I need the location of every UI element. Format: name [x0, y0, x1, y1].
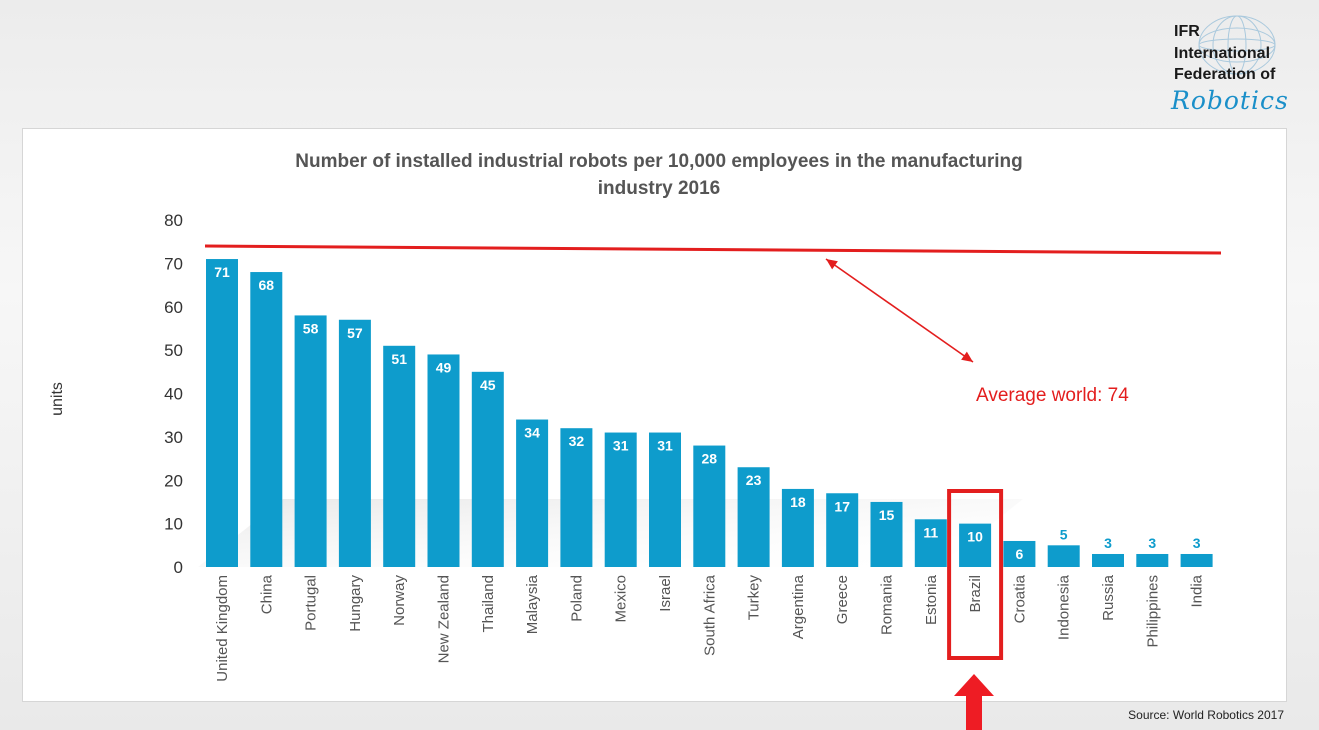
bar — [959, 523, 992, 567]
x-tick-label: Russia — [1100, 574, 1117, 621]
bar-value-label: 68 — [259, 277, 275, 293]
bar-value-label: 3 — [1193, 535, 1201, 551]
bar-value-label: 57 — [347, 325, 363, 341]
x-tick-label: Philippines — [1144, 575, 1161, 648]
logo-line-robotics: Robotics — [1171, 86, 1289, 115]
bar — [693, 445, 726, 567]
up-arrow-icon — [954, 674, 994, 730]
bar — [560, 428, 593, 567]
bar — [427, 354, 460, 567]
bar-value-label: 6 — [1016, 546, 1024, 562]
x-tick-label: Croatia — [1011, 574, 1028, 623]
chart-title-line2: industry 2016 — [598, 178, 721, 199]
bar-value-label: 3 — [1104, 535, 1112, 551]
x-tick-label: United Kingdom — [214, 575, 231, 682]
logo-line-international: International — [1174, 45, 1271, 62]
bar-value-label: 3 — [1148, 535, 1156, 551]
x-tick-label: Portugal — [303, 575, 320, 631]
bar-value-label: 15 — [879, 507, 895, 523]
chart-panel: Number of installed industrial robots pe… — [22, 128, 1287, 702]
bar — [1003, 540, 1036, 567]
bar — [250, 272, 283, 567]
y-tick-label: 10 — [164, 515, 183, 534]
bar-value-label: 31 — [613, 438, 629, 454]
bar-value-label: 17 — [834, 498, 850, 514]
y-tick-label: 80 — [164, 211, 183, 230]
logo-line-federation: Federation of — [1174, 66, 1276, 83]
bar — [914, 519, 947, 567]
x-tick-label: Estonia — [923, 574, 940, 625]
bar-value-label: 18 — [790, 494, 806, 510]
average-arrow — [825, 258, 974, 363]
bar — [338, 319, 371, 567]
bar — [737, 467, 770, 567]
x-tick-label: Poland — [568, 575, 585, 622]
bar-value-label: 31 — [657, 438, 673, 454]
bar-value-label: 32 — [569, 433, 585, 449]
bar — [781, 488, 814, 567]
x-tick-label: Turkey — [746, 575, 763, 621]
y-tick-label: 30 — [164, 428, 183, 447]
bar — [471, 371, 504, 567]
bar — [294, 315, 327, 567]
x-tick-label: Norway — [391, 575, 408, 626]
bar-value-label: 28 — [702, 451, 718, 467]
bar-value-label: 71 — [214, 264, 230, 280]
x-tick-label: Hungary — [347, 575, 364, 632]
x-tick-label: India — [1189, 574, 1206, 607]
bar — [383, 345, 416, 567]
x-tick-label: Romania — [879, 574, 896, 635]
y-tick-label: 50 — [164, 341, 183, 360]
x-tick-label: Mexico — [613, 575, 630, 623]
x-tick-label: Greece — [834, 575, 851, 624]
highlight-box — [947, 489, 1004, 660]
bar — [1047, 545, 1080, 567]
x-tick-label: Brazil — [967, 575, 984, 613]
chart-title-line1: Number of installed industrial robots pe… — [295, 151, 1022, 172]
bar-value-label: 34 — [524, 425, 540, 441]
y-axis-label: units — [49, 382, 66, 416]
bar-value-label: 45 — [480, 377, 496, 393]
y-tick-label: 20 — [164, 471, 183, 490]
bar — [1092, 553, 1124, 567]
y-tick-label: 60 — [164, 298, 183, 317]
x-tick-label: Malaysia — [524, 574, 541, 634]
x-tick-label: Indonesia — [1056, 574, 1073, 640]
x-axis-labels: United Kingdom China Portugal Hungary Norway… — [214, 574, 1206, 681]
bar-value-label: 49 — [436, 359, 452, 375]
y-tick-label: 40 — [164, 385, 183, 404]
x-tick-label: South Africa — [701, 574, 718, 656]
bar-value-label: 10 — [967, 529, 983, 545]
average-label: Average world: 74 — [976, 385, 1129, 406]
bar — [604, 432, 637, 567]
bar — [649, 432, 681, 567]
logo-line-ifr: IFR — [1174, 23, 1200, 40]
bar-value-label: 58 — [303, 320, 319, 336]
y-tick-label: 70 — [164, 254, 183, 273]
source-note: Source: World Robotics 2017 — [1128, 708, 1284, 722]
x-tick-label: Thailand — [480, 575, 497, 633]
x-tick-label: Argentina — [790, 574, 807, 639]
bar-value-label: 5 — [1060, 526, 1068, 542]
y-tick-label: 0 — [174, 558, 183, 577]
bar — [206, 259, 238, 567]
x-tick-label: China — [258, 574, 275, 614]
y-axis-ticks: 0 10 20 30 40 50 60 70 80 — [164, 211, 183, 577]
bar-value-label: 11 — [923, 524, 938, 540]
average-line — [204, 244, 1222, 255]
bar-value-label: 51 — [391, 351, 407, 367]
bar-value-label: 23 — [746, 472, 762, 488]
x-tick-label: Israel — [657, 575, 674, 612]
bar — [516, 419, 549, 567]
chart: Number of installed industrial robots pe… — [49, 151, 1222, 682]
bar — [826, 493, 859, 567]
bar — [870, 501, 903, 567]
ifr-logo: IFR International Federation of Robotics — [1165, 14, 1315, 115]
bars: 71 68 58 57 51 49 45 34 32 31 31 28 23 18 17 15 11 10 6 5 3 3… — [206, 259, 1213, 567]
bar — [1136, 553, 1169, 567]
x-tick-label: New Zealand — [436, 575, 453, 663]
globe-icon — [1198, 15, 1276, 75]
bar — [1180, 553, 1213, 567]
